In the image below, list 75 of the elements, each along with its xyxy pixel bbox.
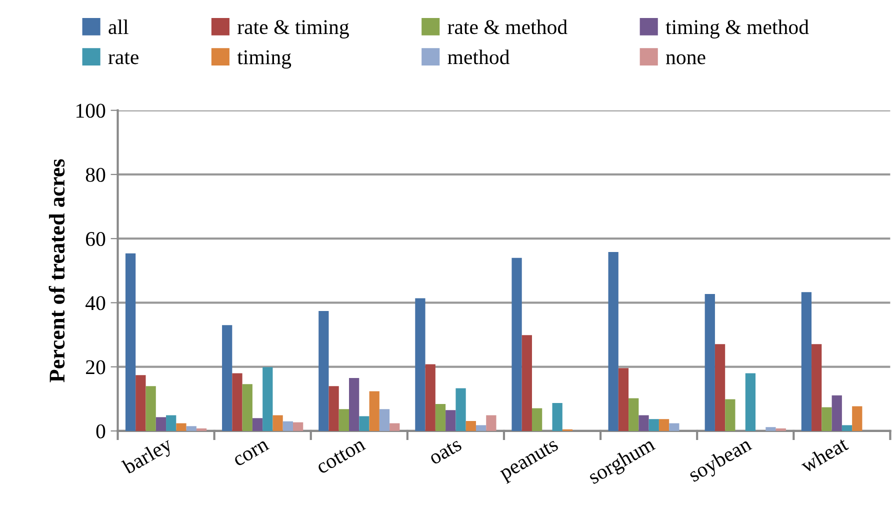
bar	[745, 373, 756, 431]
bar	[812, 344, 822, 431]
bar	[328, 386, 339, 431]
bar	[669, 423, 680, 431]
bar	[262, 367, 273, 431]
legend-label: rate & method	[448, 20, 568, 34]
bar	[359, 416, 370, 431]
bar	[476, 425, 486, 431]
y-tick-label: 60	[86, 232, 106, 246]
legend-label: all	[108, 20, 128, 34]
legend-label: rate & timing	[238, 20, 349, 38]
bar	[552, 403, 562, 431]
bar	[232, 373, 242, 431]
bar	[272, 415, 283, 431]
bar	[766, 427, 776, 431]
x-tick-label: oats	[428, 438, 462, 465]
legend-label: rate	[108, 52, 138, 64]
legend-label: none	[666, 54, 706, 64]
bar	[456, 388, 466, 431]
bar	[176, 423, 186, 431]
bar	[369, 391, 380, 431]
bar	[618, 368, 629, 431]
bar	[156, 417, 166, 431]
legend-label: method	[448, 50, 510, 64]
bar	[242, 384, 252, 431]
bar	[704, 294, 715, 431]
bar	[822, 407, 832, 431]
bar	[390, 423, 400, 431]
y-tick-label: 40	[86, 296, 106, 310]
bar	[415, 298, 426, 431]
y-tick-label: 100	[76, 104, 106, 118]
bar	[338, 409, 350, 431]
bar	[252, 418, 263, 431]
bar	[608, 252, 618, 431]
bar	[628, 398, 639, 431]
x-tick-label: corn	[234, 440, 270, 467]
bar	[318, 311, 329, 431]
bar	[425, 364, 436, 431]
bar	[842, 425, 852, 431]
bar	[349, 378, 360, 431]
bar	[648, 419, 659, 431]
bar	[379, 409, 390, 431]
bar	[512, 258, 522, 431]
bar	[435, 404, 446, 431]
bar	[832, 395, 842, 431]
bar	[125, 253, 136, 431]
bar	[852, 406, 862, 431]
bar	[638, 415, 649, 431]
y-tick-label: 0	[96, 424, 106, 438]
bar	[282, 421, 293, 431]
bar	[146, 386, 156, 431]
bar	[714, 344, 726, 431]
bar	[532, 408, 542, 431]
bar	[196, 428, 207, 431]
y-tick-label: 20	[86, 360, 106, 374]
bar	[522, 335, 532, 431]
bar	[486, 415, 496, 431]
bar	[136, 375, 146, 431]
bar	[658, 419, 670, 431]
legend-label: timing	[237, 50, 292, 69]
y-axis-title: Percent of treated acres	[48, 159, 65, 382]
bar	[801, 292, 812, 431]
x-tick-label: barley	[120, 436, 176, 478]
bar	[446, 410, 456, 431]
bar	[293, 422, 304, 431]
bar	[166, 415, 176, 431]
x-tick-label: wheat	[798, 436, 850, 474]
bar	[466, 421, 476, 431]
y-tick-label: 80	[86, 168, 106, 182]
bar	[222, 325, 232, 431]
bar	[186, 426, 196, 431]
legend-label: timing & method	[666, 20, 809, 38]
bar	[725, 399, 736, 431]
x-tick-label: cotton	[316, 438, 366, 474]
bar	[776, 428, 786, 431]
